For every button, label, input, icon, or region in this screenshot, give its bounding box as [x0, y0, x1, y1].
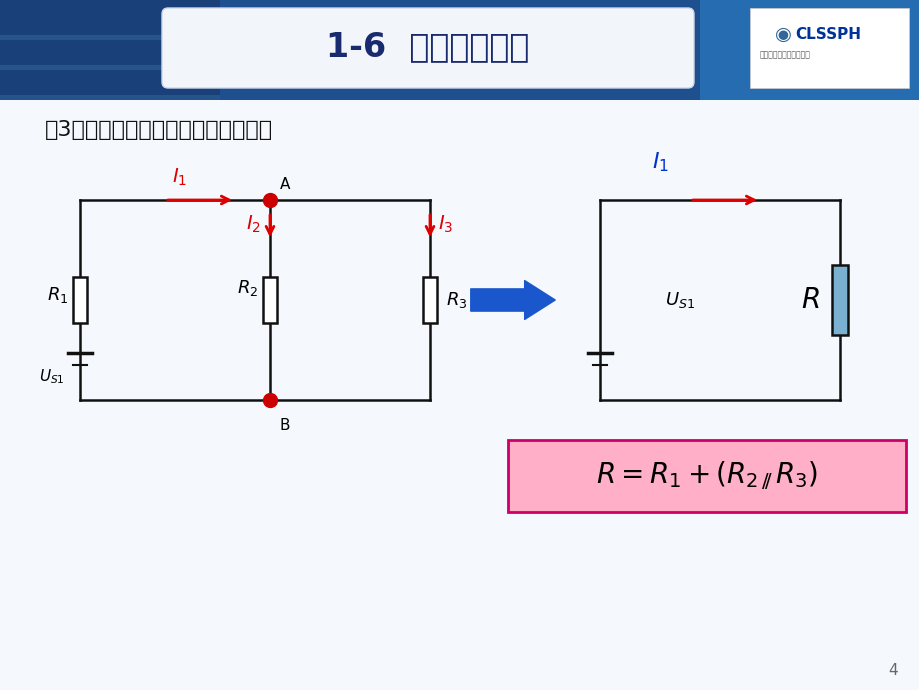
Text: A: A [279, 177, 290, 192]
Bar [0, 35, 220, 40]
Bar [0, 0, 919, 100]
Bar [831, 265, 847, 335]
FancyArrowPatch shape [471, 281, 555, 319]
Bar [507, 440, 905, 512]
Bar [0, 95, 220, 100]
Bar [73, 277, 87, 323]
Text: $I_1$: $I_1$ [172, 167, 187, 188]
Text: CLSSPH: CLSSPH [794, 26, 860, 41]
Text: 中国劳动社会保障出版社: 中国劳动社会保障出版社 [759, 50, 810, 59]
FancyBboxPatch shape [162, 8, 693, 88]
FancyBboxPatch shape [749, 8, 908, 88]
Text: $R = R_1 + (R_{2\,/\!/\,}R_3)$: $R = R_1 + (R_{2\,/\!/\,}R_3)$ [596, 460, 817, 493]
Text: $I_2$: $I_2$ [246, 213, 261, 235]
Text: $I_3$: $I_3$ [437, 213, 453, 235]
Bar [699, 0, 919, 100]
Text: $R_3$: $R_3$ [446, 290, 467, 310]
Bar [423, 277, 437, 323]
Text: $R$: $R$ [800, 286, 819, 314]
Text: 1-6  基尔霍夫定律: 1-6 基尔霍夫定律 [326, 30, 529, 63]
Text: B: B [279, 418, 290, 433]
Text: $R_2$: $R_2$ [237, 278, 258, 298]
Text: ◉: ◉ [774, 25, 791, 43]
Bar [263, 277, 277, 323]
Text: $I_1$: $I_1$ [651, 150, 668, 174]
Text: $U_{S1}$: $U_{S1}$ [664, 290, 694, 310]
Text: 4: 4 [888, 663, 897, 678]
Bar [0, 0, 220, 100]
Text: （3）电阻混联电路的分析计算方法？: （3）电阻混联电路的分析计算方法？ [45, 120, 273, 140]
Bar [0, 65, 220, 70]
Text: $U_{S1}$: $U_{S1}$ [40, 368, 64, 386]
Text: $R_1$: $R_1$ [47, 285, 69, 305]
